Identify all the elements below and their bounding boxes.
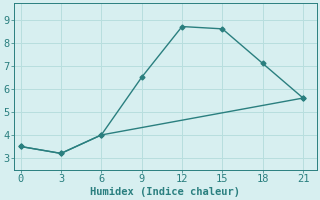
X-axis label: Humidex (Indice chaleur): Humidex (Indice chaleur) — [90, 186, 240, 197]
